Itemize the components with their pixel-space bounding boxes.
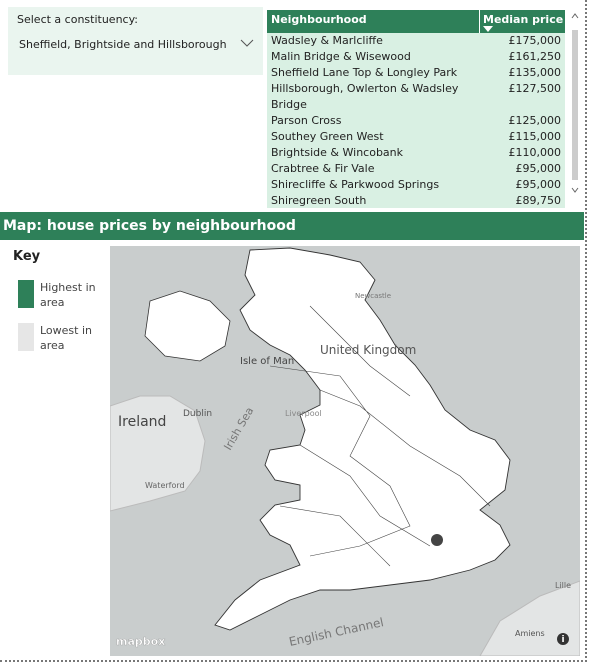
price-cell: £95,000 <box>515 162 562 175</box>
map-label: Amiens <box>515 629 545 638</box>
table-row: Southey Green West £115,000 <box>267 129 565 145</box>
map-label: Isle of Man <box>240 356 294 367</box>
price-cell: £89,750 <box>515 194 562 207</box>
neighbourhood-cell: Wadsley & Marlcliffe <box>271 34 383 47</box>
table-row: Brightside & Wincobank £110,000 <box>267 145 565 161</box>
info-icon[interactable] <box>557 633 569 645</box>
neighbourhood-cell: Shirecliffe & Parkwood Springs <box>271 178 440 191</box>
neighbourhood-cell: Crabtree & Fir Vale <box>271 162 375 175</box>
slicer-value[interactable]: Sheffield, Brightside and Hillsborough <box>19 38 227 51</box>
neighbourhood-cell: Malin Bridge & Wisewood <box>271 50 411 63</box>
dropdown-caret[interactable] <box>240 38 254 48</box>
table-row: Shiregreen South £89,750 <box>267 193 565 208</box>
map-title: Map: house prices by neighbourhood <box>0 212 584 240</box>
neighbourhood-cell: Shiregreen South <box>271 194 367 207</box>
neighbourhood-cell: Parson Cross <box>271 114 342 127</box>
scrollbar[interactable] <box>569 10 581 200</box>
column-header[interactable]: Neighbourhood <box>271 13 367 26</box>
price-cell: £115,000 <box>508 130 562 143</box>
key-label: Highest in area <box>40 281 96 309</box>
map-label: Ireland <box>118 414 166 430</box>
svg-text:i: i <box>561 635 564 645</box>
map-label: United Kingdom <box>320 343 416 357</box>
neighbourhood-cell: Sheffield Lane Top & Longley Park <box>271 66 458 79</box>
map-label: Lille <box>555 581 571 590</box>
table-row: Wadsley & Marlcliffe £175,000 <box>267 33 565 49</box>
map-key: Key Highest in area Lowest in area <box>0 245 105 375</box>
map-label: Dublin <box>183 409 212 419</box>
key-swatch <box>18 323 34 351</box>
price-cell: £127,500 <box>508 82 562 95</box>
column-header[interactable]: Median price <box>483 13 564 26</box>
table-row: Hillsborough, Owlerton & Wadsley Bridge £… <box>267 81 565 113</box>
attribution[interactable]: mapbox <box>116 635 166 648</box>
key-title: Key <box>13 249 41 264</box>
table-row: Parson Cross £125,000 <box>267 113 565 129</box>
price-cell: £110,000 <box>508 146 562 159</box>
table-row: Shirecliffe & Parkwood Springs £95,000 <box>267 177 565 193</box>
neighbourhood-cell: Brightside & Wincobank <box>271 146 404 159</box>
price-cell: £135,000 <box>508 66 562 79</box>
table-row: Crabtree & Fir Vale £95,000 <box>267 161 565 177</box>
table-header: Neighbourhood Median price <box>267 10 565 33</box>
sort-icon <box>483 26 493 32</box>
neighbourhood-cell: Southey Green West <box>271 130 384 143</box>
key-label: Lowest in area <box>40 324 92 352</box>
table-body: Wadsley & Marlcliffe £175,000 Malin Bridge… <box>267 33 565 208</box>
map-label: Liverpool <box>285 409 322 418</box>
table: Neighbourhood Median price Wadsley & Mar… <box>267 10 565 208</box>
neighbourhood-cell: Hillsborough, Owlerton & Wadsley Bridge <box>271 82 459 111</box>
table-row: Sheffield Lane Top & Longley Park £135,00… <box>267 65 565 81</box>
table-row: Malin Bridge & Wisewood £161,250 <box>267 49 565 65</box>
price-cell: £161,250 <box>508 50 562 63</box>
map-label: Waterford <box>145 481 185 490</box>
price-cell: £95,000 <box>515 178 562 191</box>
map-label: Newcastle <box>355 292 391 300</box>
slicer[interactable]: Select a constituency: Sheffield, Bright… <box>8 7 263 75</box>
slicer-label: Select a constituency: <box>17 13 139 26</box>
key-swatch <box>18 280 34 308</box>
price-cell: £125,000 <box>508 114 562 127</box>
price-cell: £175,000 <box>508 34 562 47</box>
